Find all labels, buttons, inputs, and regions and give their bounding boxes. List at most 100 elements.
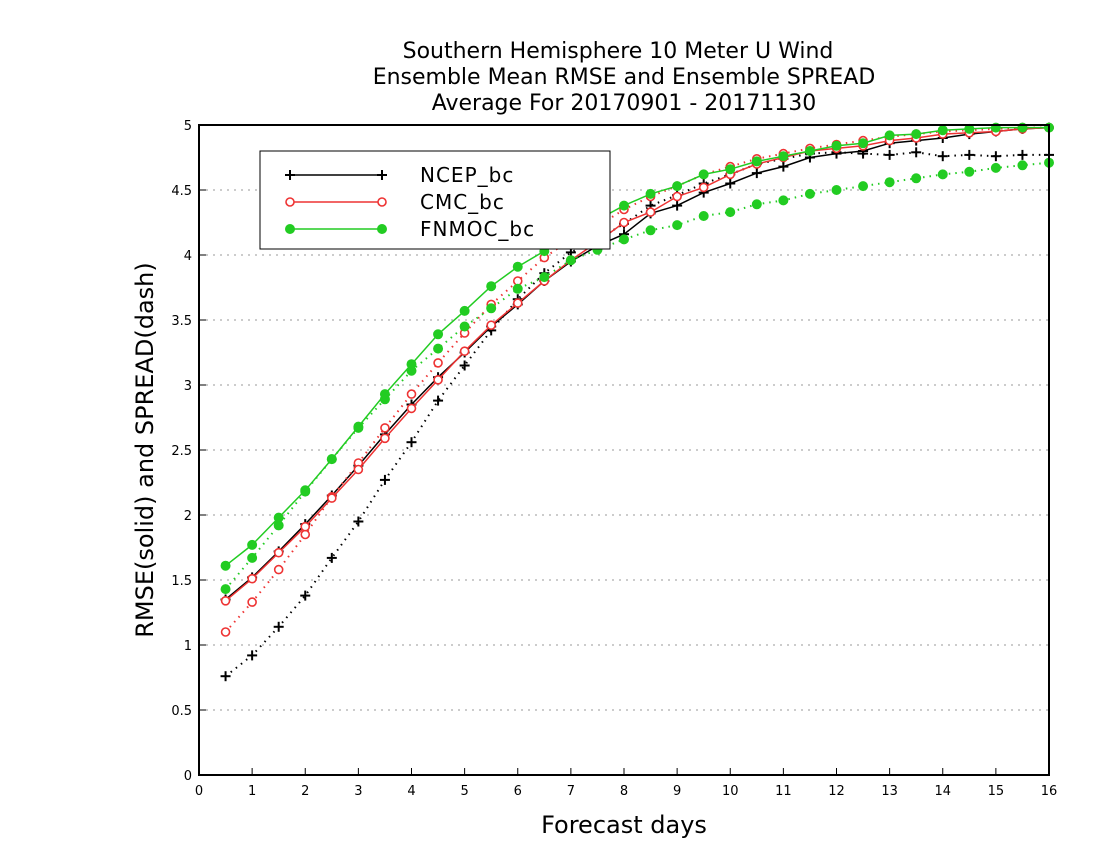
legend-label-cmc-bc: CMC_bc xyxy=(420,190,505,214)
legend-marker-start-ncep-bc xyxy=(285,170,295,180)
y-tick-label-9: 4.5 xyxy=(171,184,192,199)
x-tick-label-13: 13 xyxy=(881,784,898,799)
fnmoc-bc-rmse-point-3 xyxy=(300,485,311,496)
fnmoc-bc-rmse-point-18 xyxy=(698,169,709,180)
fnmoc-bc-spread-point-24 xyxy=(858,181,869,192)
ncep-bc-spread-point-3 xyxy=(300,590,311,601)
cmc-bc-spread-point-0 xyxy=(220,627,231,637)
fnmoc-bc-spread-point-13 xyxy=(565,255,576,266)
y-tick-label-5: 2.5 xyxy=(171,444,192,459)
fnmoc-bc-rmse-point-16 xyxy=(645,188,656,199)
fnmoc-bc-spread-point-16 xyxy=(645,225,656,236)
gridlines xyxy=(199,189,1049,711)
title-line-1: Southern Hemisphere 10 Meter U Wind xyxy=(403,39,834,64)
y-tick-label-1: 0.5 xyxy=(171,704,192,719)
cmc-bc-rmse-point-5 xyxy=(353,464,364,475)
y-tick-label-0: 0 xyxy=(184,769,192,784)
cmc-bc-rmse-point-6 xyxy=(380,433,390,444)
legend-box xyxy=(259,150,611,250)
y-tick-label-2: 1 xyxy=(184,639,192,654)
y-tick-label-8: 4 xyxy=(184,249,192,264)
cmc-bc-rmse-point-18 xyxy=(698,182,709,193)
x-tick-label-2: 2 xyxy=(301,784,309,799)
x-tick-label-11: 11 xyxy=(775,784,792,799)
ncep-bc-spread-point-0 xyxy=(220,671,231,682)
y-tick-label-7: 3.5 xyxy=(171,314,192,329)
cmc-bc-rmse-point-4 xyxy=(327,493,337,503)
legend-marker-end-ncep-bc xyxy=(377,170,387,180)
fnmoc-bc-rmse-point-4 xyxy=(326,454,337,465)
fnmoc-bc-spread-point-19 xyxy=(725,207,736,218)
ncep-bc-spread-point-4 xyxy=(326,552,337,563)
ncep-bc-rmse-point-21 xyxy=(778,161,789,172)
fnmoc-bc-spread-point-1 xyxy=(247,552,258,563)
ncep-bc-rmse-point-20 xyxy=(751,168,762,179)
fnmoc-bc-spread-point-8 xyxy=(433,343,444,354)
cmc-bc-rmse-point-16 xyxy=(645,207,656,217)
fnmoc-bc-spread-point-27 xyxy=(937,169,948,180)
x-tick-label-5: 5 xyxy=(460,784,468,799)
fnmoc-bc-rmse-point-6 xyxy=(379,389,390,400)
cmc-bc-spread-point-1 xyxy=(247,597,257,607)
cmc-bc-spread-line xyxy=(224,126,1049,633)
ncep-bc-rmse-point-17 xyxy=(672,200,683,211)
fnmoc-bc-spread-point-15 xyxy=(619,234,629,245)
fnmoc-bc-rmse-point-15 xyxy=(619,200,629,211)
ncep-bc-spread-point-7 xyxy=(406,437,417,448)
legend-marker-start-fnmoc-bc xyxy=(285,224,295,234)
fnmoc-bc-rmse-point-17 xyxy=(672,181,683,192)
cmc-bc-spread-point-6 xyxy=(380,423,390,433)
y-tick-label-10: 5 xyxy=(184,119,192,134)
fnmoc-bc-spread-line xyxy=(224,161,1050,590)
fnmoc-bc-spread-point-11 xyxy=(512,283,523,294)
x-tick-label-9: 9 xyxy=(673,784,681,799)
cmc-bc-spread-point-3 xyxy=(300,529,311,540)
x-tick-label-10: 10 xyxy=(722,784,739,799)
fnmoc-bc-spread-point-30 xyxy=(1017,160,1028,171)
cmc-bc-rmse-point-7 xyxy=(406,403,417,414)
fnmoc-bc-spread-point-29 xyxy=(990,162,1001,173)
legend-marker-end-fnmoc-bc xyxy=(377,224,387,234)
x-tick-label-8: 8 xyxy=(620,784,628,799)
legend-label-fnmoc-bc: FNMOC_bc xyxy=(420,217,535,241)
cmc-bc-spread-point-8 xyxy=(433,358,443,368)
x-tick-label-15: 15 xyxy=(988,784,1005,799)
fnmoc-bc-spread-point-22 xyxy=(804,188,815,199)
fnmoc-bc-rmse-point-19 xyxy=(725,164,736,175)
cmc-bc-rmse-point-17 xyxy=(672,191,682,202)
fnmoc-bc-rmse-point-20 xyxy=(751,156,762,167)
x-tick-label-6: 6 xyxy=(514,784,522,799)
cmc-bc-spread-point-2 xyxy=(273,564,284,575)
fnmoc-bc-rmse-point-8 xyxy=(433,329,444,340)
y-tick-label-4: 2 xyxy=(184,509,192,524)
legend-marker-start-cmc-bc xyxy=(285,197,295,207)
ncep-bc-spread-point-8 xyxy=(433,395,444,406)
cmc-bc-rmse-point-15 xyxy=(619,217,629,228)
x-tick-label-16: 16 xyxy=(1041,784,1058,799)
legend-label-ncep-bc: NCEP_bc xyxy=(420,163,514,187)
fnmoc-bc-spread-point-18 xyxy=(698,211,709,221)
x-tick-label-1: 1 xyxy=(248,784,256,799)
ncep-bc-spread-point-26 xyxy=(911,147,922,158)
ncep-bc-spread-point-25 xyxy=(884,149,895,160)
fnmoc-bc-spread-point-21 xyxy=(778,195,789,206)
x-tick-label-3: 3 xyxy=(354,784,362,799)
fnmoc-bc-rmse-point-24 xyxy=(858,138,869,149)
cmc-bc-spread-point-7 xyxy=(406,389,417,399)
ncep-bc-spread-point-29 xyxy=(990,151,1001,162)
axis-ticks: 0 1 2 3 4 5 6 7 8 9 10 11 12 13 14 15 1600.511.522.533.5… xyxy=(171,119,1057,799)
ncep-bc-spread-point-2 xyxy=(273,621,284,632)
chart-title: Southern Hemisphere 10 Meter U Wind Ense… xyxy=(373,39,876,116)
x-tick-label-0: 0 xyxy=(195,784,203,799)
fnmoc-bc-rmse-point-23 xyxy=(831,140,842,151)
cmc-bc-rmse-point-1 xyxy=(247,573,257,584)
y-tick-label-6: 3 xyxy=(184,379,192,394)
cmc-bc-rmse-point-11 xyxy=(512,298,523,308)
cmc-bc-rmse-point-3 xyxy=(300,521,311,532)
fnmoc-bc-spread-point-17 xyxy=(672,220,683,231)
fnmoc-bc-spread-point-28 xyxy=(964,166,975,177)
ncep-bc-rmse-point-19 xyxy=(725,178,736,189)
fnmoc-bc-rmse-point-2 xyxy=(273,512,284,523)
x-tick-label-4: 4 xyxy=(407,784,415,799)
